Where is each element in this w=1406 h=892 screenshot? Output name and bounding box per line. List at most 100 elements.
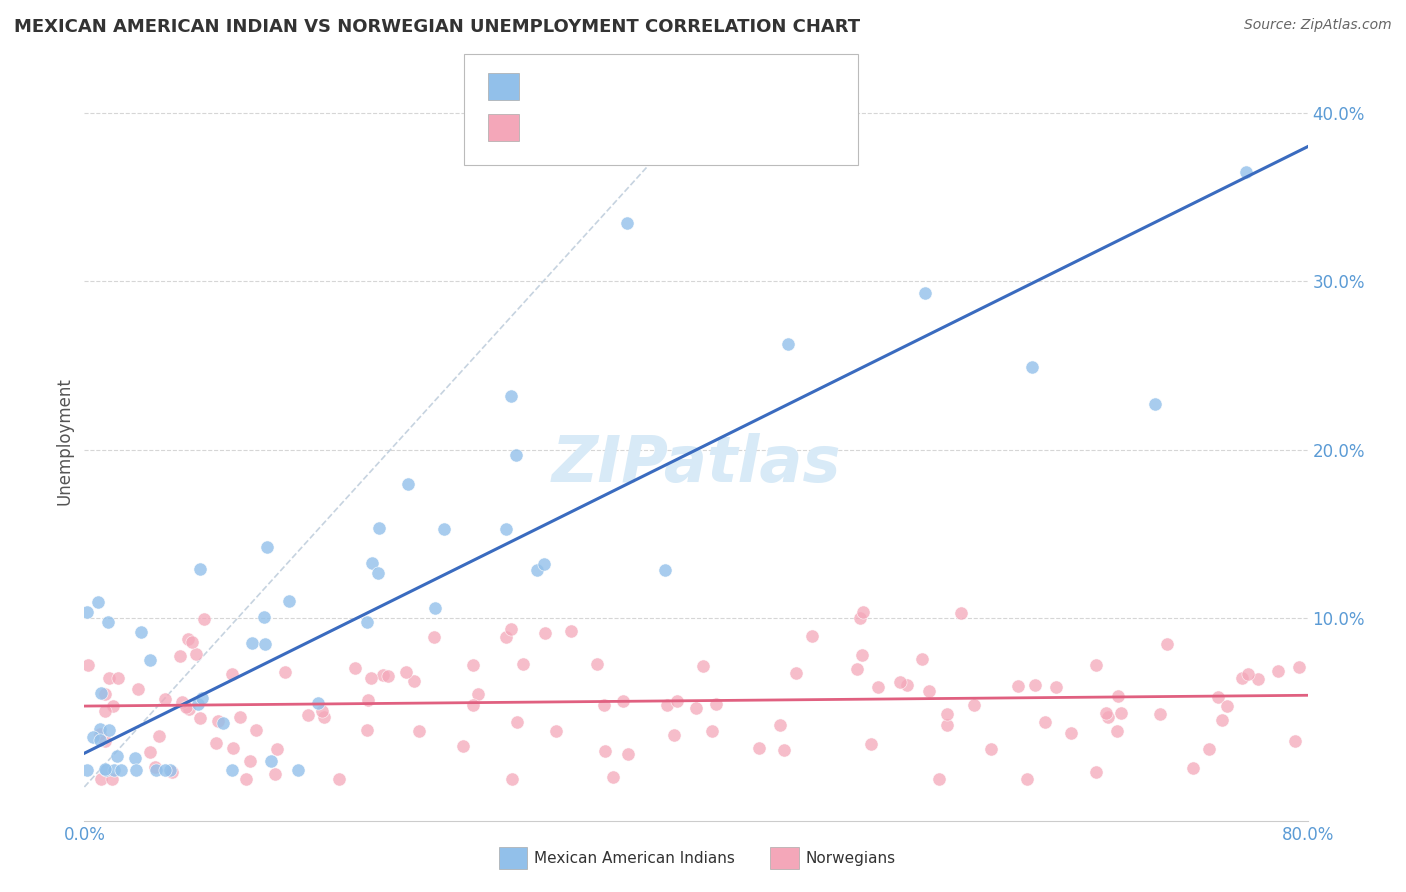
Point (179, 702, 201, 716)
Point (1024, 677, 1046, 691)
Point (240, 636, 263, 650)
Point (139, 652, 162, 666)
Point (253, 609, 276, 624)
Point (159, 763, 181, 777)
Point (256, 540, 278, 554)
Point (191, 691, 214, 706)
Point (980, 742, 1002, 756)
Text: 0.043: 0.043 (578, 119, 630, 136)
Point (100, 772, 122, 786)
Point (501, 772, 523, 786)
Text: ZIPatlas: ZIPatlas (551, 434, 841, 495)
Point (94, 734, 117, 748)
Point (138, 745, 160, 759)
Point (148, 729, 170, 743)
Point (1288, 660, 1310, 674)
Point (748, 741, 770, 756)
Point (423, 630, 446, 644)
Text: Mexican American Indians: Mexican American Indians (534, 851, 735, 865)
Point (785, 666, 807, 681)
Point (526, 563, 548, 577)
Point (90, 772, 112, 786)
Point (963, 698, 986, 712)
Text: 53: 53 (706, 78, 728, 95)
Point (1060, 725, 1083, 739)
Point (849, 610, 872, 624)
Point (1109, 706, 1132, 720)
Point (1236, 165, 1258, 179)
Point (1181, 761, 1204, 775)
Point (180, 635, 202, 649)
Point (188, 711, 211, 725)
Point (360, 671, 382, 685)
Point (396, 477, 419, 491)
Point (274, 665, 297, 679)
Point (89, 723, 111, 737)
Point (1267, 665, 1289, 679)
Text: 0.743: 0.743 (578, 78, 631, 95)
Point (357, 693, 380, 707)
Point (155, 763, 177, 777)
Point (314, 710, 336, 724)
Point (776, 337, 799, 351)
Point (174, 700, 197, 714)
Point (685, 700, 707, 714)
Text: Source: ZipAtlas.com: Source: ZipAtlas.com (1244, 18, 1392, 32)
Point (328, 772, 350, 786)
Point (612, 694, 634, 708)
Point (918, 683, 941, 698)
Point (1149, 706, 1171, 721)
Point (1211, 713, 1233, 727)
Point (94, 762, 117, 776)
Point (889, 674, 911, 689)
Point (266, 742, 288, 756)
Point (221, 763, 243, 777)
Point (1284, 734, 1306, 748)
Point (505, 448, 527, 462)
Text: R =: R = (530, 119, 567, 136)
Point (495, 522, 517, 536)
Point (110, 763, 132, 777)
Point (544, 724, 567, 739)
Point (367, 566, 389, 581)
Y-axis label: Unemployment: Unemployment (55, 377, 73, 506)
Point (343, 661, 366, 675)
Point (89, 733, 111, 747)
Point (451, 739, 474, 753)
Point (402, 673, 425, 688)
Point (76, 763, 98, 777)
Point (222, 741, 245, 756)
Point (1216, 699, 1239, 714)
Point (131, 625, 153, 640)
Text: Norwegians: Norwegians (806, 851, 896, 865)
Point (177, 632, 200, 646)
Point (235, 772, 257, 786)
Point (1107, 690, 1129, 704)
Point (94, 704, 117, 718)
Point (662, 728, 685, 742)
Point (461, 698, 484, 712)
Point (229, 709, 252, 723)
Point (260, 754, 283, 768)
Point (1237, 667, 1260, 681)
Point (1232, 672, 1254, 686)
Point (1143, 397, 1166, 411)
Point (665, 693, 688, 707)
Point (193, 612, 215, 626)
Point (90, 686, 112, 700)
Point (860, 737, 883, 751)
Point (97, 671, 120, 685)
Text: MEXICAN AMERICAN INDIAN VS NORWEGIAN UNEMPLOYMENT CORRELATION CHART: MEXICAN AMERICAN INDIAN VS NORWEGIAN UNE… (14, 18, 860, 36)
Point (143, 760, 166, 774)
Point (769, 718, 792, 732)
Point (423, 601, 446, 615)
Point (77, 658, 100, 673)
Point (170, 695, 193, 709)
Point (433, 522, 456, 536)
Text: N =: N = (659, 119, 696, 136)
Point (534, 625, 557, 640)
Point (1033, 714, 1056, 729)
Point (124, 751, 146, 765)
Point (463, 657, 485, 672)
Point (1085, 657, 1108, 672)
